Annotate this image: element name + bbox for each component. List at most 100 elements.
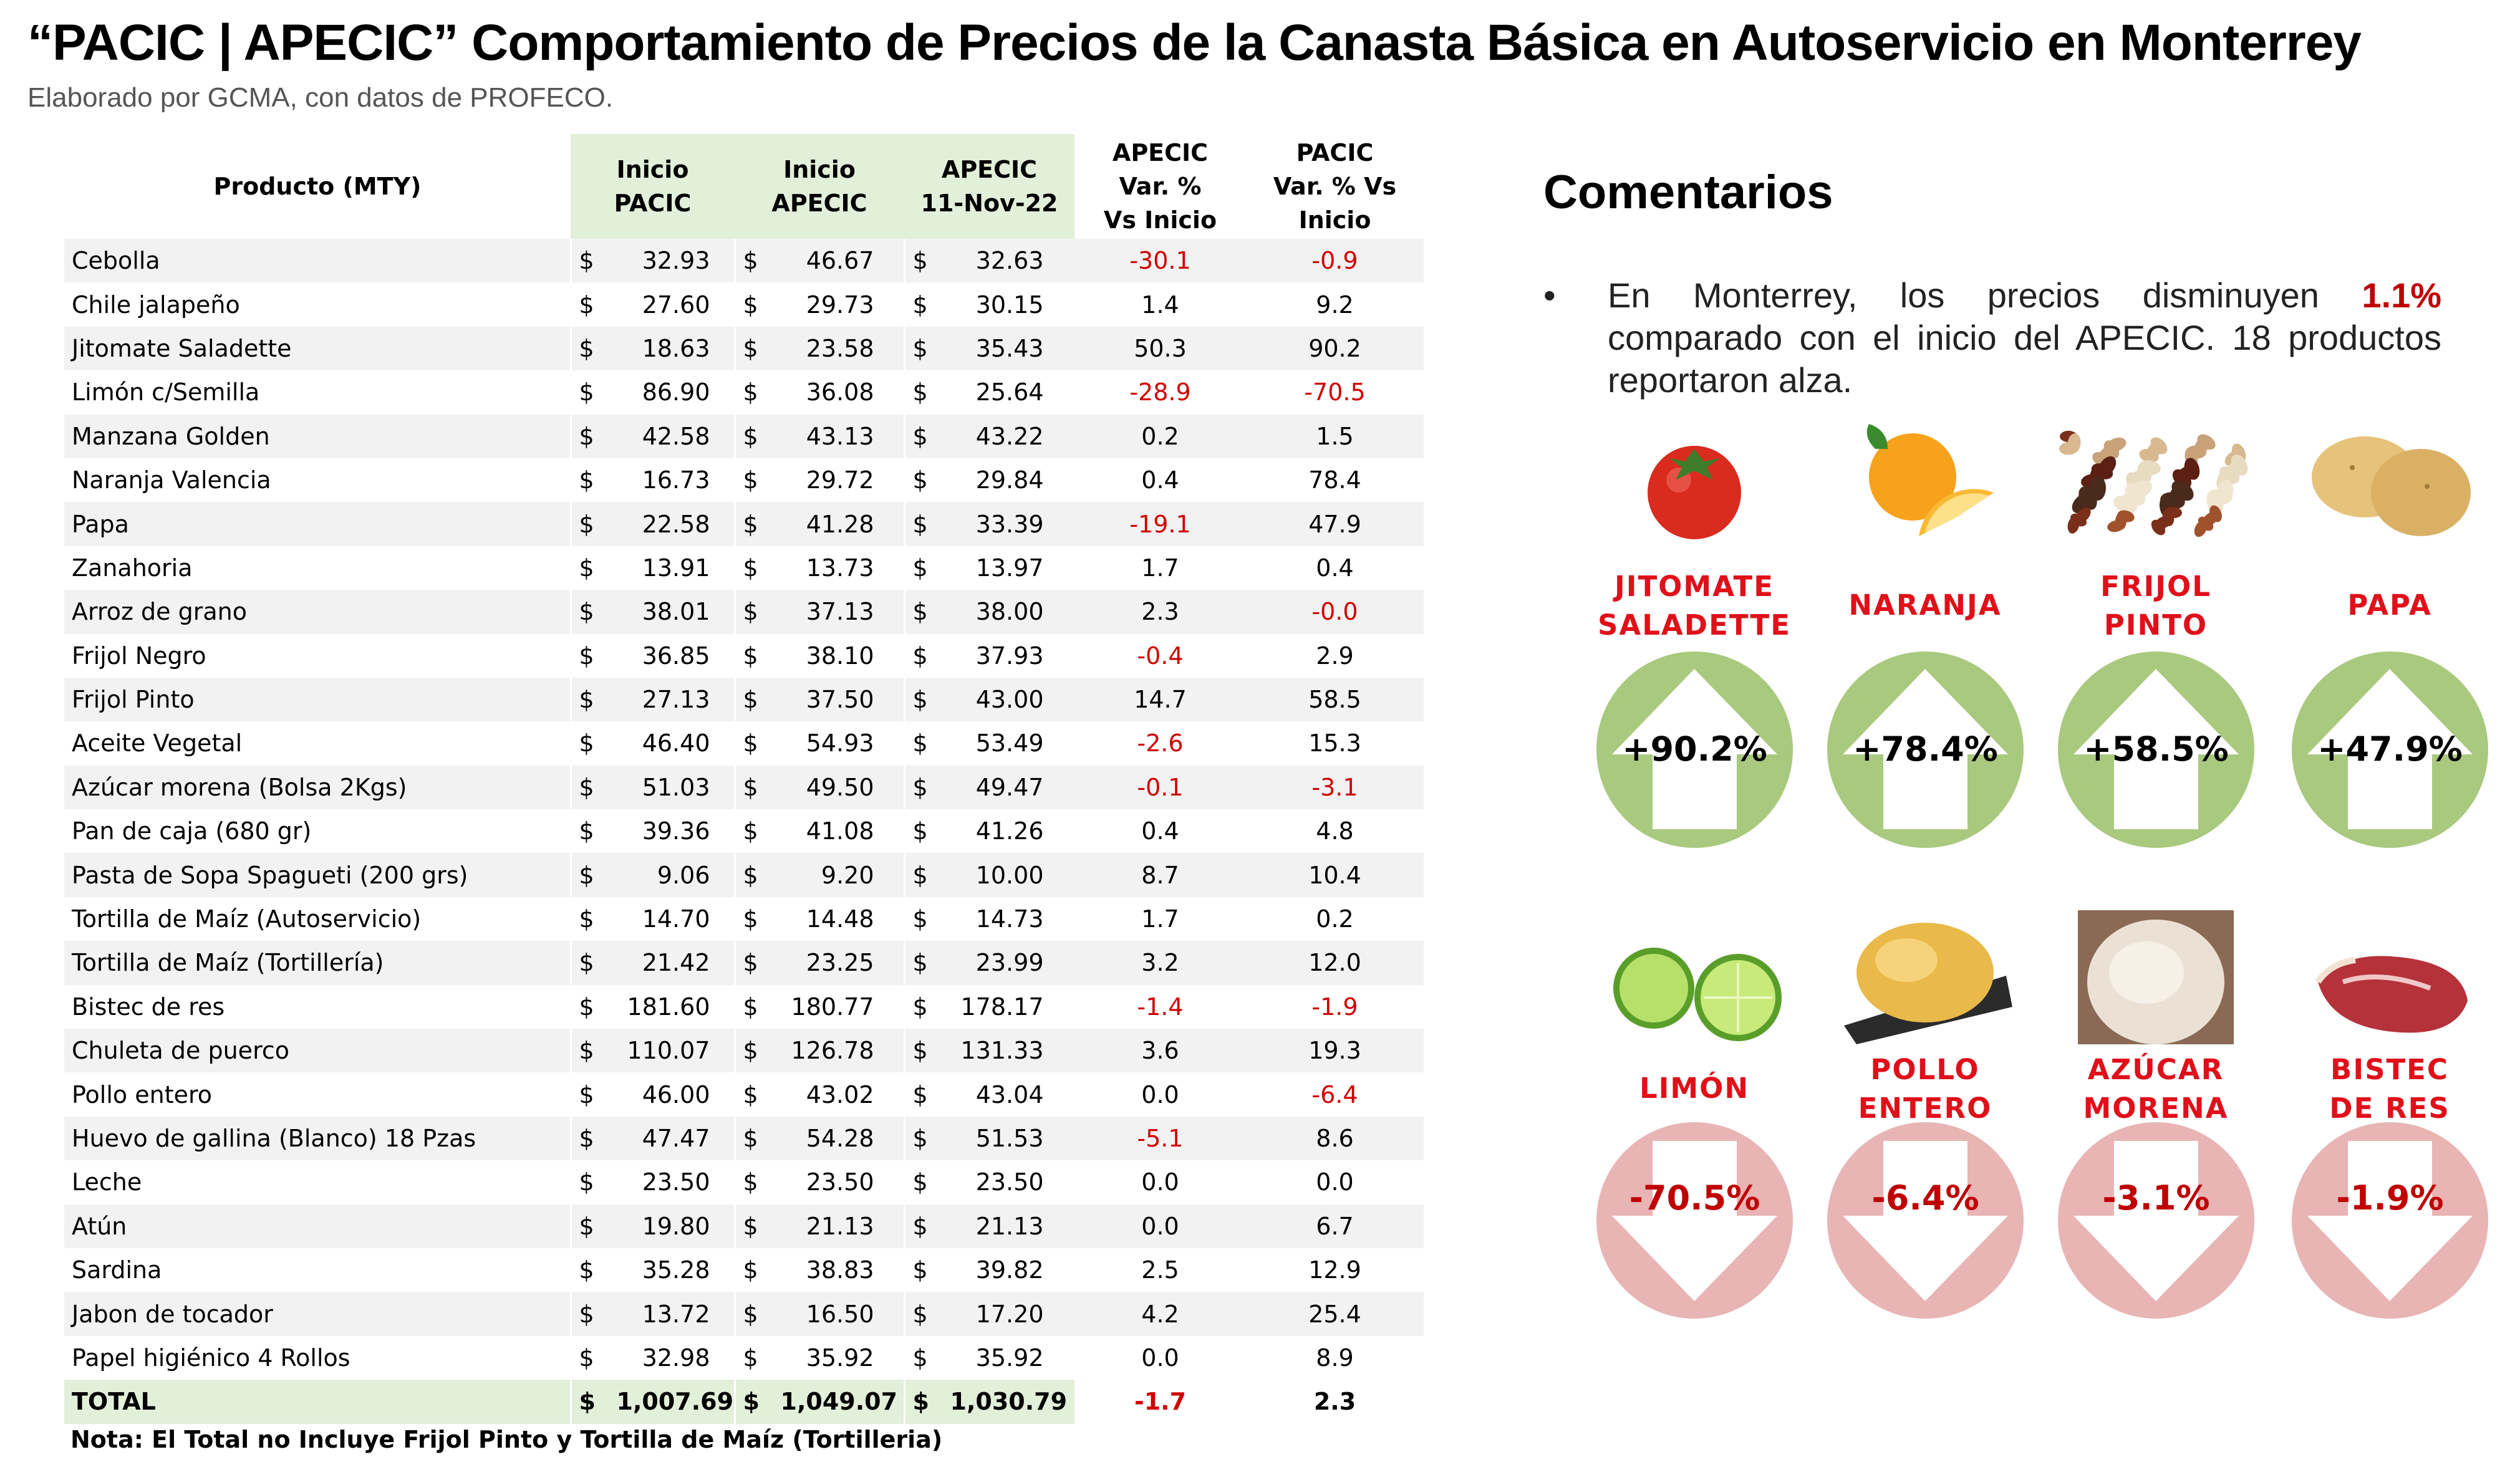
- currency-symbol: $: [743, 334, 758, 362]
- product-name: Tortilla de Maíz (Autoservicio): [64, 897, 571, 941]
- inicio-pacic-cell: $38.01: [569, 590, 735, 634]
- price-value: 18.63: [642, 334, 710, 362]
- price-value: 54.93: [806, 729, 874, 757]
- price-value: 110.07: [627, 1037, 710, 1065]
- inicio-apecic-cell: $46.67: [733, 239, 904, 283]
- price-value: 51.03: [642, 773, 710, 801]
- pacic-var-cell: -6.4: [1246, 1072, 1424, 1117]
- product-name: Pasta de Sopa Spagueti (200 grs): [64, 853, 571, 897]
- currency-symbol: $: [743, 642, 758, 670]
- inicio-apecic-cell: $41.28: [733, 502, 904, 546]
- inicio-apecic-cell: $23.25: [733, 941, 904, 985]
- change-percent: -3.1%: [2102, 1178, 2210, 1218]
- currency-symbol: $: [579, 598, 594, 626]
- pacic-var-cell: -70.5: [1246, 370, 1424, 415]
- currency-symbol: $: [743, 554, 758, 582]
- inicio-apecic-cell: $16.50: [733, 1292, 904, 1336]
- price-value: 9.06: [657, 861, 710, 889]
- pacic-var-cell: 8.6: [1246, 1116, 1424, 1161]
- label-line: SALADETTE: [1598, 608, 1791, 642]
- currency-symbol: $: [579, 1300, 594, 1328]
- change-percent: +90.2%: [1622, 729, 1767, 769]
- currency-symbol: $: [579, 510, 594, 538]
- currency-symbol: $: [579, 1037, 594, 1065]
- apecic-var-cell: 1.7: [1074, 546, 1246, 590]
- product-name: TOTAL: [64, 1380, 571, 1424]
- currency-symbol: $: [579, 554, 594, 582]
- apecic-current-cell: $10.00: [903, 853, 1074, 897]
- apecic-current-cell: $32.63: [903, 239, 1074, 283]
- page-subtitle: Elaborado por GCMA, con datos de PROFECO…: [27, 82, 614, 113]
- product-name: Bistec de res: [64, 984, 571, 1029]
- apecic-current-cell: $37.93: [903, 633, 1074, 678]
- price-value: 1,007.69: [616, 1388, 734, 1416]
- chicken-icon: [1832, 901, 2019, 1047]
- price-value: 19.80: [642, 1212, 710, 1240]
- currency-symbol: $: [579, 422, 594, 450]
- currency-symbol: $: [912, 554, 928, 582]
- increase-indicator: +90.2%: [1596, 652, 1793, 848]
- table-row: Pollo entero $46.00 $43.02 $43.04 0.0 -6.4: [64, 1072, 1424, 1117]
- currency-symbol: $: [912, 949, 928, 977]
- apecic-var-cell: 2.5: [1074, 1248, 1246, 1292]
- currency-symbol: $: [912, 686, 928, 714]
- table-row: Manzana Golden $42.58 $43.13 $43.22 0.2 1.5: [64, 414, 1424, 458]
- currency-symbol: $: [743, 510, 758, 538]
- apecic-var-cell: 0.0: [1074, 1160, 1246, 1205]
- price-value: 35.92: [806, 1344, 874, 1372]
- price-value: 38.83: [806, 1256, 874, 1284]
- label-line: JITOMATE: [1615, 570, 1774, 603]
- inicio-apecic-cell: $38.10: [733, 633, 904, 678]
- change-percent: +47.9%: [2317, 729, 2463, 769]
- currency-symbol: $: [579, 949, 594, 977]
- potato-icon: [2302, 418, 2477, 546]
- table-row: Huevo de gallina (Blanco) 18 Pzas $47.47 $…: [64, 1116, 1424, 1161]
- currency-symbol: $: [743, 686, 758, 714]
- price-value: 13.97: [975, 554, 1044, 582]
- inicio-apecic-cell: $14.48: [733, 897, 904, 941]
- price-value: 36.85: [642, 642, 710, 670]
- currency-symbol: $: [912, 291, 928, 319]
- apecic-var-cell: -1.7: [1074, 1380, 1246, 1424]
- inicio-pacic-cell: $32.93: [569, 239, 735, 283]
- price-value: 23.25: [806, 949, 874, 977]
- price-value: 16.73: [642, 466, 710, 494]
- label-line: FRIJOL: [2100, 570, 2211, 603]
- label-line: LIMÓN: [1639, 1072, 1750, 1105]
- pacic-var-cell: 47.9: [1246, 502, 1424, 546]
- product-name: Papa: [64, 502, 571, 546]
- inicio-pacic-cell: $46.40: [569, 721, 735, 766]
- product-name: Arroz de grano: [64, 590, 571, 634]
- label-line: PINTO: [2103, 608, 2208, 642]
- product-highlight-label: PAPA: [2277, 586, 2502, 625]
- pacic-var-cell: 0.2: [1246, 897, 1424, 941]
- product-name: Chuleta de puerco: [64, 1029, 571, 1073]
- inicio-pacic-cell: $19.80: [569, 1204, 735, 1248]
- currency-symbol: $: [743, 861, 758, 889]
- currency-symbol: $: [743, 1300, 758, 1328]
- price-value: 43.02: [806, 1080, 874, 1109]
- apecic-current-cell: $51.53: [903, 1116, 1074, 1161]
- price-value: 23.99: [975, 949, 1044, 977]
- table-row: Azúcar morena (Bolsa 2Kgs) $51.03 $49.50 $4…: [64, 765, 1424, 810]
- price-value: 43.13: [806, 422, 874, 450]
- apecic-var-cell: -0.1: [1074, 765, 1246, 810]
- apecic-current-cell: $39.82: [903, 1248, 1074, 1292]
- currency-symbol: $: [579, 1344, 594, 1372]
- apecic-current-cell: $25.64: [903, 370, 1074, 415]
- product-name: Frijol Pinto: [64, 677, 571, 722]
- inicio-apecic-cell: $49.50: [733, 765, 904, 810]
- currency-symbol: $: [912, 1125, 928, 1152]
- decrease-indicator: -70.5%: [1596, 1122, 1793, 1319]
- table-body: Cebolla $32.93 $46.67 $32.63 -30.1 -0.9 Chile …: [64, 239, 1424, 1424]
- inicio-apecic-cell: $43.13: [733, 414, 904, 458]
- inicio-apecic-cell: $29.73: [733, 282, 904, 327]
- product-name: Naranja Valencia: [64, 458, 571, 503]
- apecic-current-cell: $38.00: [903, 590, 1074, 634]
- change-percent: +78.4%: [1853, 729, 1998, 769]
- inicio-apecic-cell: $54.93: [733, 721, 904, 766]
- price-value: 1,030.79: [950, 1388, 1068, 1416]
- apecic-var-cell: -5.1: [1074, 1116, 1246, 1161]
- price-value: 21.42: [642, 949, 710, 977]
- price-value: 13.72: [642, 1300, 710, 1328]
